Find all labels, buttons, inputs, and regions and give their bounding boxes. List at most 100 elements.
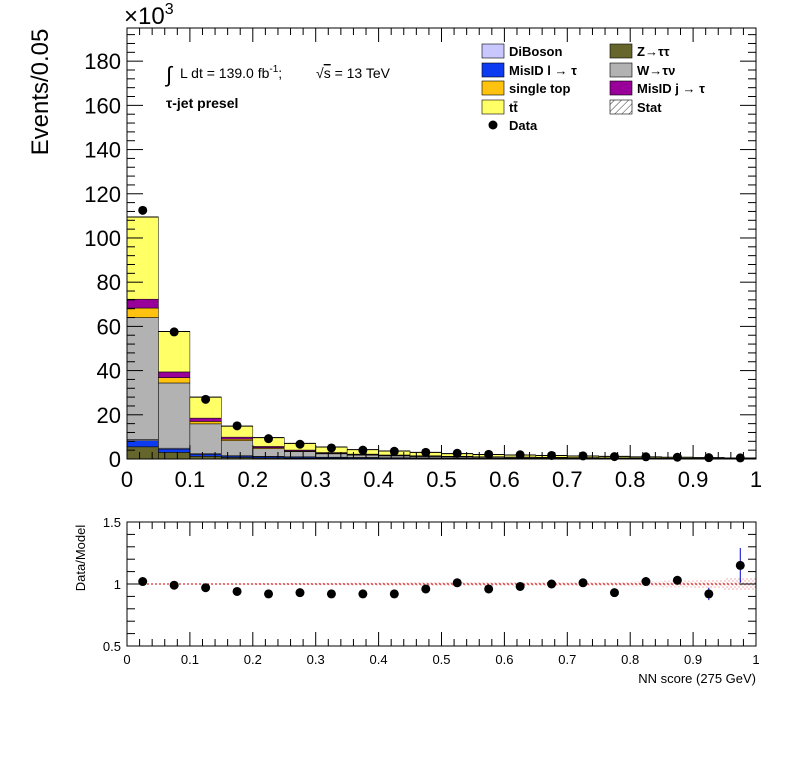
bar-3-4 xyxy=(253,449,284,457)
legend-label-8: Data xyxy=(509,118,538,133)
bar-5-3 xyxy=(221,437,252,439)
legend-entry-2: MisID l → τ xyxy=(482,63,577,78)
ratio-xtick-label-2: 0.2 xyxy=(244,652,262,667)
ratio-point-19 xyxy=(736,561,745,570)
main-xtick-label-7: 0.7 xyxy=(552,467,583,492)
bar-1-1 xyxy=(158,449,189,452)
ratio-xtick-label-10: 1 xyxy=(752,652,759,667)
lumi-text: L dt = 139.0 fb-1; xyxy=(180,64,282,81)
ratio-point-11 xyxy=(484,584,493,593)
ratio-point-0 xyxy=(138,577,147,586)
legend-entry-7: Stat xyxy=(610,100,662,115)
main-ytick-label-2: 40 xyxy=(97,359,121,384)
bar-3-3 xyxy=(221,441,252,456)
main-ytick-label-8: 160 xyxy=(84,93,121,118)
legend-entry-6: tt̄ xyxy=(482,100,518,115)
ratio-xtick-label-6: 0.6 xyxy=(495,652,513,667)
main-ytick-label-1: 20 xyxy=(97,403,121,428)
legend-swatch-4 xyxy=(482,81,504,95)
legend-swatch-5 xyxy=(610,81,632,95)
data-point-5 xyxy=(295,440,304,449)
bar-4-2 xyxy=(190,421,221,423)
lumi-integral: ∫ xyxy=(164,62,174,87)
ratio-point-17 xyxy=(673,576,682,585)
energy-value: = 13 TeV xyxy=(331,65,391,81)
bar-3-7 xyxy=(347,455,378,457)
main-ytick-label-3: 60 xyxy=(97,314,121,339)
bar-4-1 xyxy=(158,378,189,383)
main-ytick-label-9: 180 xyxy=(84,49,121,74)
data-point-6 xyxy=(327,443,336,452)
main-xtick-label-8: 0.8 xyxy=(615,467,646,492)
lumi-value: L dt = 139.0 fb xyxy=(180,65,270,81)
main-xtick-label-0: 0 xyxy=(121,467,133,492)
legend-entry-0: DiBoson xyxy=(482,44,563,59)
stacked-histogram xyxy=(127,217,756,459)
main-xtick-label-10: 1 xyxy=(750,467,762,492)
legend-entry-1: Z→ττ xyxy=(610,44,670,59)
legend-swatch-7 xyxy=(610,100,632,114)
ratio-x-axis-label: NN score (275 GeV) xyxy=(638,671,756,686)
bar-5-0 xyxy=(127,299,158,308)
bar-3-2 xyxy=(190,424,221,454)
ratio-point-7 xyxy=(358,589,367,598)
legend-swatch-2 xyxy=(482,63,504,77)
main-ytick-label-4: 80 xyxy=(97,270,121,295)
ratio-point-5 xyxy=(295,588,304,597)
bar-3-0 xyxy=(127,318,158,440)
main-xtick-label-4: 0.4 xyxy=(363,467,394,492)
main-ytick-label-6: 120 xyxy=(84,182,121,207)
bar-5-2 xyxy=(190,418,221,421)
ratio-point-18 xyxy=(704,589,713,598)
data-points xyxy=(138,206,745,463)
legend-label-2: MisID l → τ xyxy=(509,63,577,78)
ratio-point-8 xyxy=(390,589,399,598)
legend-label-7: Stat xyxy=(637,100,662,115)
ratio-point-15 xyxy=(610,588,619,597)
ratio-point-2 xyxy=(201,583,210,592)
ratio-point-12 xyxy=(516,582,525,591)
legend-entry-4: single top xyxy=(482,81,570,96)
main-ytick-label-5: 100 xyxy=(84,226,121,251)
ratio-point-14 xyxy=(579,578,588,587)
main-ytick-label-0: 0 xyxy=(109,447,121,472)
ratio-xtick-label-9: 0.9 xyxy=(684,652,702,667)
legend-swatch-6 xyxy=(482,100,504,114)
ratio-xtick-label-1: 0.1 xyxy=(181,652,199,667)
ratio-xtick-label-7: 0.7 xyxy=(558,652,576,667)
ratio-xtick-label-4: 0.4 xyxy=(370,652,388,667)
bar-0-1 xyxy=(158,452,189,459)
ratio-points xyxy=(138,548,745,600)
lumi-separator: ; xyxy=(278,65,282,81)
ratio-point-9 xyxy=(421,584,430,593)
bar-3-6 xyxy=(316,454,347,457)
main-xtick-label-6: 0.6 xyxy=(489,467,520,492)
region-label: τ-jet presel xyxy=(166,95,238,111)
energy-text: √s = 13 TeV xyxy=(316,65,391,81)
bar-6-1 xyxy=(158,331,189,371)
legend-label-1: Z→ττ xyxy=(637,44,670,59)
legend-marker-8 xyxy=(489,121,498,130)
bar-0-0 xyxy=(127,447,158,459)
ratio-y-axis-label: Data/Model xyxy=(73,525,88,592)
ratio-ytick-label-2: 1.5 xyxy=(103,515,121,530)
main-y-axis-label: Events/0.05 xyxy=(27,29,54,156)
legend-entry-5: MisID j → τ xyxy=(610,81,705,96)
data-point-4 xyxy=(264,434,273,443)
lumi-annotation: ∫ L dt = 139.0 fb-1; √s = 13 TeV τ-jet p… xyxy=(164,62,391,111)
legend-label-5: MisID j → τ xyxy=(637,81,705,96)
bar-3-1 xyxy=(158,383,189,448)
legend-swatch-3 xyxy=(610,63,632,77)
y-multiplier-base: ×10 xyxy=(124,3,165,30)
ratio-point-3 xyxy=(233,587,242,596)
legend-label-4: single top xyxy=(509,81,570,96)
y-multiplier: ×103 xyxy=(124,1,174,30)
legend-entry-8: Data xyxy=(489,118,538,133)
ratio-xtick-label-3: 0.3 xyxy=(307,652,325,667)
